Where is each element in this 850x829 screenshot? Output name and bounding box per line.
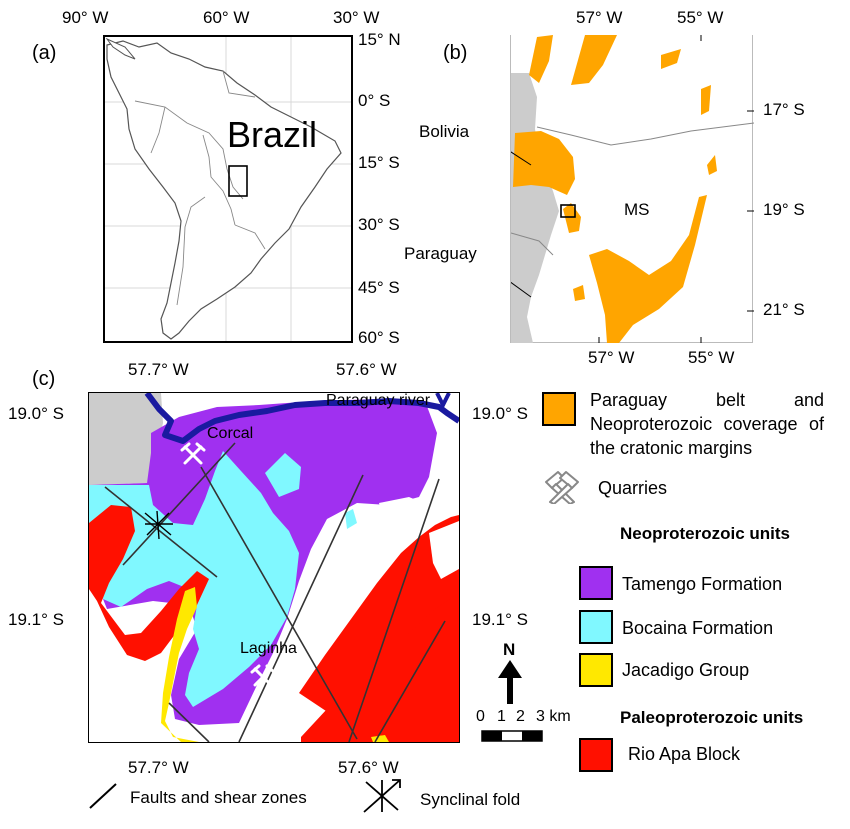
river-label: Paraguay river (326, 392, 431, 409)
legend-swatch-jacadigo (579, 653, 613, 687)
scale-tick: 0 (476, 708, 485, 725)
north-label: N (503, 640, 516, 659)
panel-b-right-label: 17° S (763, 100, 805, 119)
bolivia-paraguay-area (511, 73, 559, 343)
panel-a-right-label: 15° S (358, 153, 400, 172)
jacadigo-group (161, 587, 199, 742)
brazil-label: Brazil (227, 114, 317, 155)
legend-paraguay-belt: Paraguay belt and Neoproterozoic coverag… (590, 390, 824, 458)
panel-c-tag: (c) (32, 368, 56, 390)
panel-c-right-label: 19.0° S (472, 404, 528, 423)
scale-tick: 2 (516, 708, 525, 725)
legend-swatch-rio-apa (579, 738, 613, 772)
panel-c-top-label: 57.7° W (128, 360, 189, 379)
synclinal-fold-legend-icon (363, 779, 401, 813)
legend-rio-apa: Rio Apa Block (628, 744, 741, 764)
panel-b-bottom-label: 57° W (588, 348, 635, 367)
legend-swatch-paraguay-belt (542, 392, 576, 426)
panel-b-map (510, 35, 754, 343)
panel-c-right-label: 19.1° S (472, 610, 528, 629)
quarry-icon-laginha (250, 664, 276, 687)
panel-c-left-label: 19.0° S (8, 404, 64, 423)
panel-b-top-label: 57° W (576, 8, 623, 27)
quarry-icon-corcal (180, 442, 206, 465)
scale-tick: 3 km (536, 708, 571, 725)
corcal-label: Corcal (207, 425, 254, 442)
legend-quarries: Quarries (598, 478, 668, 498)
panel-c-map (88, 392, 460, 743)
bolivia-label: Bolivia (419, 122, 470, 141)
panel-a-top-label: 30° W (333, 8, 380, 27)
legend-swatch-bocaina (579, 610, 613, 644)
panel-c-left-label: 19.1° S (8, 610, 64, 629)
panel-a-top-label: 60° W (203, 8, 250, 27)
legend-faults: Faults and shear zones (130, 788, 307, 807)
panel-a-right-label: 15° N (358, 30, 401, 49)
legend-jacadigo: Jacadigo Group (622, 660, 750, 680)
paraguay-label: Paraguay (404, 244, 477, 263)
panel-a-map: Brazil (103, 35, 353, 343)
north-arrow-icon (498, 660, 522, 704)
panel-c-bottom-label: 57.7° W (128, 758, 189, 777)
panel-c-bottom-label: 57.6° W (338, 758, 399, 777)
panel-b-top-label: 55° W (677, 8, 724, 27)
panel-b-tag: (b) (443, 42, 468, 64)
panel-a-tag: (a) (32, 42, 57, 64)
panel-a-right-label: 30° S (358, 215, 400, 234)
panel-a-right-label: 60° S (358, 328, 400, 347)
legend-bocaina: Bocaina Formation (622, 618, 774, 638)
scale-bar (481, 730, 543, 742)
panel-b-right-label: 19° S (763, 200, 805, 219)
panel-b-bottom-label: 55° W (688, 348, 735, 367)
panel-a-top-label: 90° W (62, 8, 109, 27)
panel-b-right-label: 21° S (763, 300, 805, 319)
legend-tamengo: Tamengo Formation (622, 574, 783, 594)
laginha-label: Laginha (240, 640, 297, 657)
fault-legend-icon (89, 783, 117, 809)
legend-paleo-heading: Paleoproterozoic units (620, 708, 804, 727)
bolivia-corner (89, 393, 163, 485)
panel-a-right-label: 0° S (358, 91, 391, 110)
study-area-box-b (560, 204, 576, 218)
south-america-outline (106, 40, 342, 340)
panel-a-right-label: 45° S (358, 278, 400, 297)
scale-tick: 1 (497, 708, 506, 725)
legend-fold: Synclinal fold (420, 790, 521, 809)
quarries-legend-icon (545, 471, 579, 504)
ms-state-label: MS (624, 200, 650, 219)
paraguay-river (144, 393, 459, 444)
legend-swatch-tamengo (579, 566, 613, 600)
panel-c-top-label: 57.6° W (336, 360, 397, 379)
study-area-box-a (228, 165, 248, 197)
legend-neo-heading: Neoproterozoic units (620, 524, 791, 543)
